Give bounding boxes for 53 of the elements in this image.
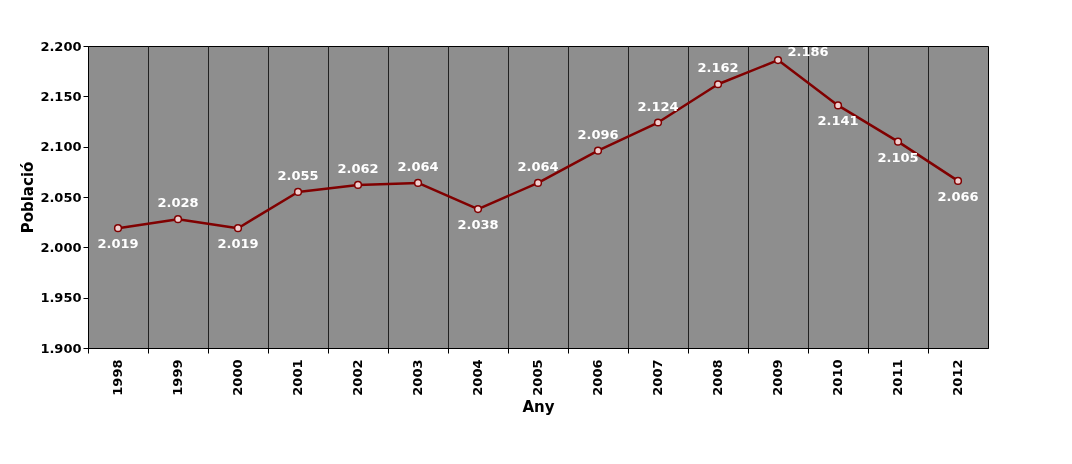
point (113, 224, 123, 233)
x-tick-label: 2002 (350, 359, 365, 396)
point (653, 118, 663, 127)
x-axis-title: Any (522, 397, 555, 416)
y-tick-label: 2.150 (40, 88, 82, 104)
point (953, 176, 963, 185)
y-tick-label: 1.900 (40, 340, 82, 356)
x-tick-label: 2009 (770, 359, 785, 396)
point (353, 180, 363, 190)
x-tick-label: 2004 (470, 359, 485, 396)
point (533, 178, 543, 187)
x-tick-label: 2001 (290, 359, 305, 396)
data-label: 2.062 (337, 160, 379, 176)
data-label: 2.124 (637, 98, 679, 114)
data-label: 2.066 (937, 188, 979, 204)
x-tick-label: 1999 (170, 359, 185, 396)
data-label: 2.096 (577, 126, 619, 142)
point (713, 80, 723, 89)
y-tick-label: 2.200 (40, 38, 82, 54)
x-tick-label: 2010 (830, 359, 845, 396)
point (233, 224, 243, 233)
data-label: 2.019 (217, 236, 259, 252)
data-label: 2.055 (277, 167, 319, 183)
x-tick-label: 2008 (710, 359, 725, 396)
data-label: 2.038 (457, 217, 499, 233)
x-tick-label: 2012 (950, 359, 965, 396)
point (773, 56, 783, 65)
point (293, 187, 303, 197)
data-label: 2.028 (157, 195, 199, 211)
point (893, 137, 903, 146)
x-tick-label: 2005 (530, 359, 545, 396)
point (833, 101, 843, 110)
y-tick-label: 2.000 (40, 239, 82, 255)
x-tick-label: 2007 (650, 359, 665, 396)
data-label: 2.141 (817, 113, 859, 129)
x-tick-label: 2006 (590, 359, 605, 396)
y-tick-label: 2.050 (40, 189, 82, 205)
y-tick-label: 1.950 (40, 290, 82, 306)
y-axis-title: Població (19, 161, 38, 234)
data-label: 2.019 (97, 236, 139, 252)
data-label: 2.162 (697, 60, 739, 76)
point (473, 204, 483, 214)
y-tick-label: 2.100 (40, 139, 82, 155)
point (173, 215, 183, 224)
x-tick-label: 1998 (110, 359, 125, 396)
point (593, 146, 603, 155)
x-tick-label: 2000 (230, 359, 245, 396)
point (413, 178, 423, 187)
data-label: 2.064 (397, 158, 439, 174)
data-label: 2.105 (877, 149, 919, 165)
data-label: 2.064 (517, 158, 559, 174)
x-tick-label: 2011 (890, 359, 905, 396)
x-tick-label: 2003 (410, 359, 425, 396)
